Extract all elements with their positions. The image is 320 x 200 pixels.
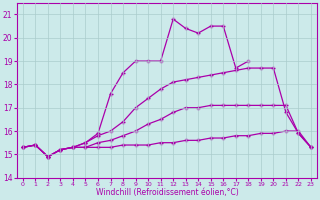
X-axis label: Windchill (Refroidissement éolien,°C): Windchill (Refroidissement éolien,°C) [96, 188, 238, 197]
